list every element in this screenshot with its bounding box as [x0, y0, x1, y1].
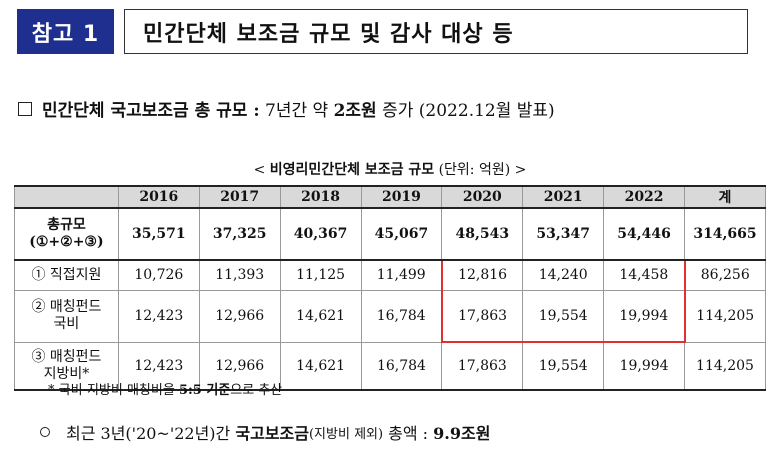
row-label-line2: 지방비* — [43, 365, 90, 382]
row-label: ② 매칭펀드 국비 — [14, 289, 119, 343]
column-header — [14, 185, 119, 209]
column-header: 2016 — [117, 185, 200, 209]
summary-line: 최근 3년('20~'22년)간 국고보조금 (지방비 제외) 총액 : 9.9조… — [40, 420, 490, 444]
summary-small: (지방비 제외) — [308, 426, 384, 442]
footnote-bold: 5:5 기준 — [178, 383, 231, 398]
footnote: * 국비-지방비 매칭비율 5:5 기준으로 추산 — [48, 379, 282, 398]
table-cell-highlighted: 14,240 — [522, 259, 605, 291]
table-cell: 11,499 — [360, 259, 443, 291]
row-label-line2: (①+②+③) — [29, 234, 104, 250]
table-cell: 37,325 — [198, 207, 281, 261]
square-bullet-icon — [18, 101, 32, 116]
table-cell: 12,966 — [198, 341, 281, 391]
table-cell: 12,966 — [198, 289, 281, 343]
table-cell: 54,446 — [603, 207, 685, 261]
bullet-line: 민간단체 국고보조금 총 규모 : 7년간 약 2조원 증가 (2022.12월… — [18, 96, 555, 121]
column-header: 2019 — [360, 185, 443, 209]
summary-text-a: 최근 3년('20~'22년)간 — [66, 424, 231, 443]
table-cell: 114,205 — [684, 289, 766, 343]
table-cell: 16,784 — [360, 289, 443, 343]
table-cell: 14,621 — [279, 289, 362, 343]
table-cell: 114,205 — [684, 341, 766, 391]
table-cell: 45,067 — [360, 207, 443, 261]
footnote-text-a: * 국비-지방비 매칭비율 — [48, 383, 175, 398]
table-cell: 40,367 — [279, 207, 362, 261]
header: 참고 1 민간단체 보조금 규모 및 감사 대상 등 — [17, 9, 748, 54]
row-label: ③ 매칭펀드 지방비* — [14, 341, 119, 391]
summary-bold-a: 국고보조금 — [235, 424, 309, 443]
table-caption: < 비영리민간단체 보조금 규모 (단위: 억원) > — [0, 159, 780, 179]
table-cell-highlighted: 12,816 — [440, 259, 524, 291]
caption-suffix: > — [514, 162, 527, 178]
row-label-line1: ① 직접지원 — [31, 266, 102, 283]
table-cell: 11,393 — [198, 259, 281, 291]
bullet-text-a: 7년간 약 — [265, 101, 329, 121]
table-cell: 19,554 — [522, 341, 605, 391]
row-label: 총규모 (①+②+③) — [14, 207, 119, 261]
caption-prefix: < — [253, 162, 266, 178]
row-label-line2: 국비 — [53, 316, 80, 332]
row-label: ① 직접지원 — [14, 259, 119, 291]
summary-text-b: 총액 : — [388, 424, 429, 443]
table-cell: 35,571 — [117, 207, 200, 261]
table-cell: 86,256 — [684, 259, 766, 291]
row-label-line1: ③ 매칭펀드 — [31, 348, 102, 365]
page-title: 민간단체 보조금 규모 및 감사 대상 등 — [124, 9, 748, 54]
table-cell: 14,621 — [279, 341, 362, 391]
row-label-line1: ② 매칭펀드 — [31, 299, 102, 315]
table-cell: 12,423 — [117, 289, 200, 343]
table-header-row: 2016 2017 2018 2019 2020 2021 2022 계 — [14, 185, 766, 209]
table-cell: 16,784 — [360, 341, 443, 391]
table-cell: 11,125 — [279, 259, 362, 291]
caption-title: 비영리민간단체 보조금 규모 — [269, 162, 435, 178]
table-cell: 12,423 — [117, 341, 200, 391]
table-cell-highlighted: 17,863 — [440, 289, 524, 343]
table-row: ① 직접지원 10,726 11,393 11,125 11,499 12,81… — [14, 259, 766, 291]
subsidy-table: 2016 2017 2018 2019 2020 2021 2022 계 총규모… — [14, 185, 766, 391]
table-cell-highlighted: 19,554 — [522, 289, 605, 343]
table-cell: 48,543 — [441, 207, 524, 261]
table-row: ② 매칭펀드 국비 12,423 12,966 14,621 16,784 17… — [14, 289, 766, 343]
bullet-text-b: 증가 (2022.12월 발표) — [382, 101, 555, 121]
column-header: 2017 — [198, 185, 281, 209]
column-header: 2022 — [603, 185, 685, 209]
column-header: 계 — [684, 185, 766, 209]
table-cell-highlighted: 14,458 — [603, 259, 686, 291]
table-cell: 19,994 — [603, 341, 685, 391]
column-header: 2020 — [441, 185, 524, 209]
table-cell: 314,665 — [684, 207, 766, 261]
bullet-bold-text: 민간단체 국고보조금 총 규모 : — [42, 101, 260, 121]
table-cell: 17,863 — [441, 341, 524, 391]
bullet-amount: 2조원 — [333, 101, 377, 121]
table-cell-highlighted: 19,994 — [603, 289, 686, 343]
circle-bullet-icon — [40, 427, 50, 437]
table-cell: 53,347 — [522, 207, 605, 261]
row-label-line1: 총규모 — [47, 217, 86, 233]
reference-tag: 참고 1 — [17, 9, 114, 54]
column-header: 2018 — [279, 185, 362, 209]
table-row: ③ 매칭펀드 지방비* 12,423 12,966 14,621 16,784 … — [14, 341, 766, 391]
summary-total: 9.9조원 — [433, 424, 491, 443]
column-header: 2021 — [522, 185, 605, 209]
caption-unit: (단위: 억원) — [438, 162, 511, 178]
table-cell: 10,726 — [117, 259, 200, 291]
footnote-text-b: 으로 추산 — [230, 383, 283, 398]
table-row: 총규모 (①+②+③) 35,571 37,325 40,367 45,067 … — [14, 207, 766, 261]
